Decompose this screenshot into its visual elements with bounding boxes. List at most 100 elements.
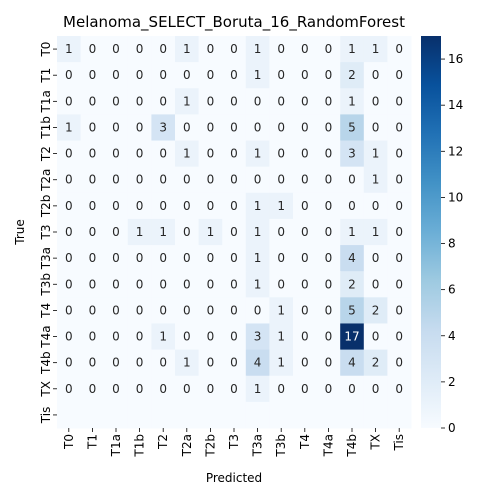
heatmap-cell-label: 0: [301, 147, 309, 161]
heatmap-cell-label: 0: [395, 382, 403, 396]
heatmap-cell-label: 1: [254, 225, 262, 239]
heatmap-cell-label: 2: [372, 356, 380, 370]
x-tick-label: T3b: [274, 434, 288, 458]
heatmap-cell-label: 0: [301, 303, 309, 317]
heatmap-cell-label: 0: [112, 147, 120, 161]
heatmap-cell-label: 0: [65, 356, 73, 370]
heatmap-cell-label: 0: [372, 199, 380, 213]
heatmap-cell-label: 0: [136, 251, 144, 265]
heatmap-cell-label: 0: [395, 251, 403, 265]
heatmap-cell-label: 1: [277, 303, 285, 317]
heatmap-cell-label: 1: [277, 330, 285, 344]
heatmap-cell-Tis-T2a: [175, 402, 199, 429]
heatmap-cell-label: 0: [89, 251, 97, 265]
heatmap-cell-label: 4: [254, 356, 262, 370]
heatmap-cell-label: 0: [65, 199, 73, 213]
heatmap-cell-label: 0: [325, 277, 333, 291]
heatmap-cell-Tis-TX: [364, 402, 388, 429]
heatmap-cell-label: 1: [183, 42, 191, 56]
colorbar: [421, 36, 441, 428]
heatmap-cell-label: 1: [159, 225, 167, 239]
colorbar-ticks: 0246810121416: [441, 52, 463, 435]
heatmap-cell-label: 0: [207, 251, 215, 265]
colorbar-tick-label: 12: [448, 144, 463, 158]
heatmap-cell-label: 0: [207, 173, 215, 187]
x-tick-label: Tis: [392, 434, 406, 452]
heatmap-cell-label: 0: [183, 120, 191, 134]
heatmap-cell-label: 1: [254, 147, 262, 161]
heatmap-cell-label: 5: [348, 120, 356, 134]
heatmap-cell-label: 0: [159, 68, 167, 82]
heatmap-cell-label: 0: [207, 356, 215, 370]
heatmap-cell-label: 0: [112, 303, 120, 317]
heatmap-cell-label: 0: [112, 277, 120, 291]
heatmap-cell-label: 0: [207, 199, 215, 213]
heatmap-cell-label: 0: [395, 225, 403, 239]
heatmap-cell-label: 0: [301, 42, 309, 56]
y-tick-label: T1b: [39, 116, 53, 140]
heatmap-cell-label: 5: [348, 303, 356, 317]
heatmap-cell-label: 0: [277, 173, 285, 187]
heatmap-cell-label: 0: [207, 303, 215, 317]
heatmap-cell-label: 0: [230, 356, 238, 370]
heatmap-cell-label: 0: [112, 120, 120, 134]
heatmap-cell-label: 0: [183, 251, 191, 265]
heatmap-cell-label: 0: [136, 147, 144, 161]
heatmap-cell-label: 0: [112, 225, 120, 239]
heatmap-cell-label: 0: [207, 382, 215, 396]
x-tick-label: T2a: [180, 434, 194, 457]
y-tick-label: T0: [39, 42, 53, 58]
heatmap-cell-label: 0: [301, 120, 309, 134]
heatmap-cell-label: 1: [65, 42, 73, 56]
heatmap-cell-Tis-T3b: [269, 402, 293, 429]
x-axis-ticks: T0 T1 T1a T1b T2 T2a T2b T3 T3a T3b T4 T4a T4b TX Tis: [62, 428, 406, 458]
heatmap-cell-label: 0: [183, 68, 191, 82]
heatmap-cell-label: 0: [325, 199, 333, 213]
heatmap-cell-label: 0: [395, 42, 403, 56]
heatmap-cell-label: 4: [348, 356, 356, 370]
heatmap-cell-label: 0: [395, 120, 403, 134]
heatmap-cell-label: 1: [372, 225, 380, 239]
heatmap-cell-label: 0: [65, 303, 73, 317]
colorbar-tick-label: 4: [448, 329, 456, 343]
colorbar-tick-label: 0: [448, 421, 456, 435]
heatmap-cell-label: 0: [136, 330, 144, 344]
heatmap-cell-label: 0: [254, 120, 262, 134]
heatmap-cell-label: 0: [277, 251, 285, 265]
heatmap-cell-label: 0: [230, 68, 238, 82]
heatmap-cell-label: 0: [89, 68, 97, 82]
x-tick-label: T4a: [321, 434, 335, 457]
heatmap-cell-Tis-T4b: [340, 402, 364, 429]
heatmap-cell-label: 1: [183, 94, 191, 108]
heatmap-cell-label: 1: [159, 330, 167, 344]
heatmap-cell-label: 0: [301, 199, 309, 213]
heatmap-cell-label: 0: [159, 173, 167, 187]
heatmap-cell-label: 0: [159, 277, 167, 291]
heatmap-cell-label: 0: [89, 382, 97, 396]
heatmap-cell-label: 1: [254, 42, 262, 56]
x-tick-label: T3: [227, 434, 241, 450]
heatmap-cell-label: 0: [395, 277, 403, 291]
heatmap-cell-label: 0: [89, 303, 97, 317]
heatmap-cell-label: 1: [277, 199, 285, 213]
colorbar-tick-label: 2: [448, 375, 456, 389]
heatmap-cell-label: 0: [230, 303, 238, 317]
heatmap-cell-label: 2: [372, 303, 380, 317]
y-tick-label: T2: [39, 146, 53, 162]
heatmap-cell-label: 0: [65, 68, 73, 82]
heatmap-cell-label: 0: [230, 173, 238, 187]
heatmap-cell-label: 0: [136, 277, 144, 291]
heatmap-cell-label: 0: [136, 199, 144, 213]
y-tick-label: T1: [39, 68, 53, 84]
heatmap-cell-label: 0: [372, 382, 380, 396]
heatmap-cell-label: 1: [372, 147, 380, 161]
colorbar-tick-label: 14: [448, 98, 463, 112]
heatmap-cell-label: 0: [183, 330, 191, 344]
heatmap-cell-label: 1: [254, 68, 262, 82]
heatmap-cell-label: 0: [159, 303, 167, 317]
heatmap-cell-label: 1: [254, 277, 262, 291]
y-tick-label: T2a: [39, 169, 53, 192]
heatmap-cell-label: 0: [136, 68, 144, 82]
heatmap-cell-label: 0: [230, 277, 238, 291]
